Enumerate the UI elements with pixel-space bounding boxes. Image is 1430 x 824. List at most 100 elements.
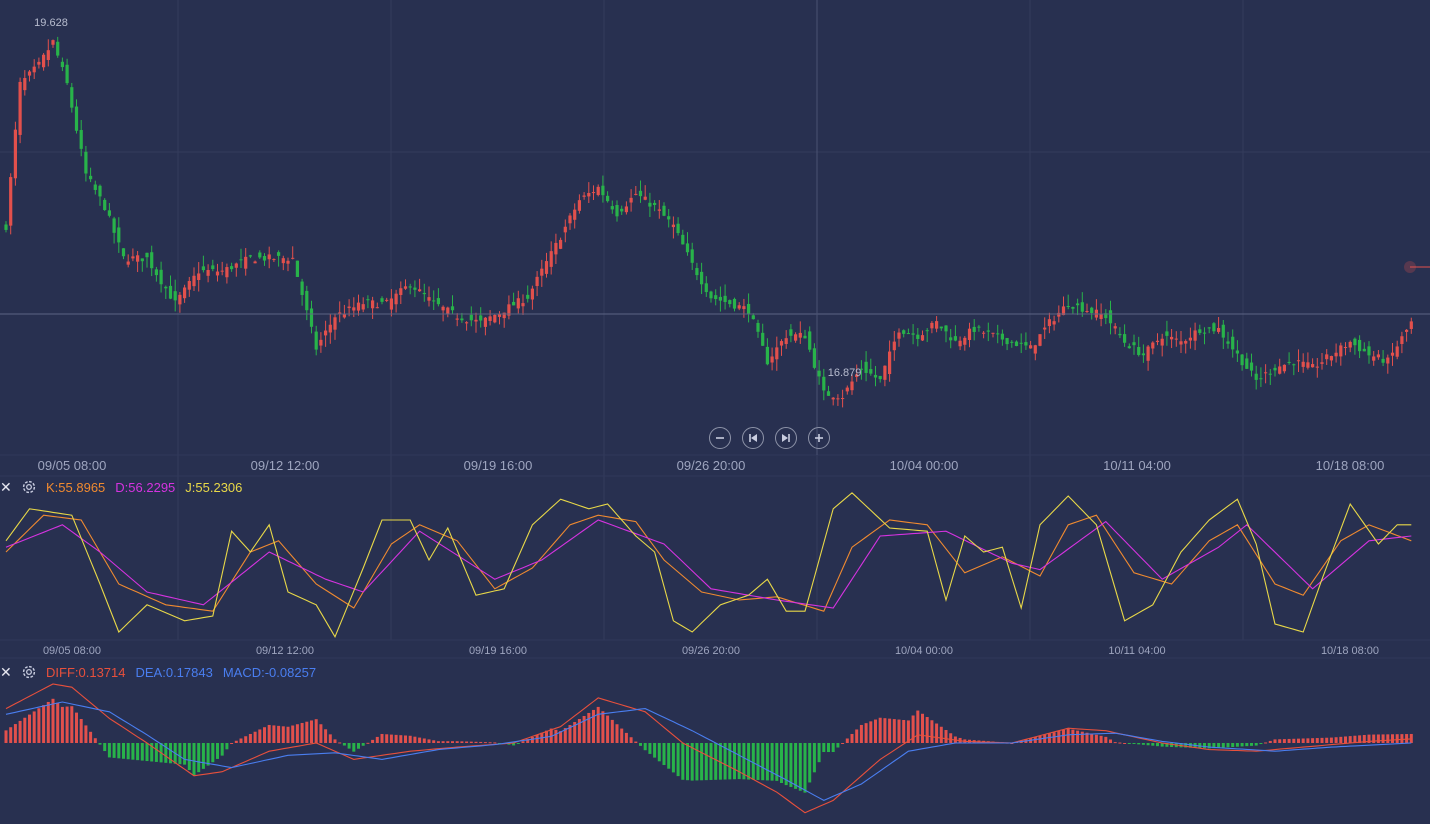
candle-body	[704, 283, 708, 293]
candle-body	[690, 249, 694, 263]
candle-body	[949, 337, 953, 341]
price-x-tick-label: 09/05 08:00	[38, 458, 107, 473]
macd-histogram-bar	[1240, 743, 1244, 747]
candle-body	[1061, 306, 1066, 316]
macd-histogram-bar	[639, 743, 642, 746]
macd-histogram-bar	[201, 743, 205, 769]
candle-body	[230, 266, 234, 270]
price-x-tick-label: 10/04 00:00	[890, 458, 959, 473]
candle-body	[808, 331, 812, 350]
candle-body	[554, 242, 558, 255]
macd-histogram-bar	[277, 725, 281, 743]
candle-body	[1118, 333, 1122, 336]
macd-histogram-bar	[230, 743, 234, 744]
zoom-out-button[interactable]	[709, 427, 731, 449]
candle-body	[84, 151, 88, 174]
candle-body	[1132, 342, 1136, 346]
macd-histogram-bar	[798, 743, 802, 791]
macd-histogram-bar	[51, 698, 55, 743]
candle-body	[1043, 327, 1047, 330]
macd-histogram-bar	[949, 733, 953, 743]
macd-histogram-bar	[347, 743, 351, 749]
candle-body	[1005, 337, 1009, 345]
macd-histogram-bar	[808, 743, 812, 783]
candle-body	[1358, 339, 1362, 352]
macd-histogram-bar	[1080, 731, 1084, 743]
skip-back-button[interactable]	[742, 427, 764, 449]
candle-body	[812, 348, 816, 368]
candle-body	[121, 248, 126, 257]
macd-histogram-bar	[1282, 739, 1286, 743]
skip-forward-button[interactable]	[775, 427, 797, 449]
macd-histogram-bar	[1325, 737, 1329, 743]
macd-histogram-bar	[216, 743, 219, 759]
candle-body	[1010, 341, 1014, 343]
macd-gear-icon[interactable]	[20, 663, 38, 681]
macd-histogram-bar	[1405, 734, 1409, 743]
candle-body	[126, 261, 130, 265]
macd-histogram-bar	[935, 723, 939, 743]
macd-histogram-bar	[1085, 732, 1089, 743]
candle-body	[74, 106, 79, 131]
kdj-x-tick-label: 10/11 04:00	[1108, 645, 1165, 657]
macd-histogram-bar	[911, 715, 915, 743]
macd-histogram-bar	[46, 701, 50, 743]
candle-body	[248, 255, 252, 257]
macd-histogram-bar	[1235, 743, 1239, 747]
candle-body	[1217, 327, 1221, 332]
macd-histogram-bar	[1259, 743, 1263, 745]
macd-histogram-bar	[366, 742, 370, 744]
candle-body	[1339, 345, 1343, 357]
macd-histogram-bar	[897, 719, 901, 743]
candle-body	[892, 341, 896, 351]
macd-histogram-bar	[780, 743, 783, 783]
kdj-gear-icon[interactable]	[20, 478, 38, 496]
candle-body	[1245, 358, 1249, 369]
candle-body	[361, 304, 365, 310]
macd-histogram-bar	[563, 728, 567, 743]
macd-histogram-bar	[375, 736, 379, 743]
candle-body	[507, 304, 511, 316]
macd-close-icon[interactable]: ✕	[0, 663, 12, 680]
candle-body	[338, 312, 342, 314]
candle-body	[399, 288, 403, 295]
candle-body	[953, 336, 957, 341]
candle-body	[1193, 330, 1197, 341]
candle-body	[1080, 302, 1084, 312]
macd-histogram-bar	[1071, 729, 1075, 743]
candle-body	[159, 269, 163, 285]
candle-body	[747, 303, 751, 314]
macd-histogram-bar	[1170, 743, 1174, 747]
candle-body	[1405, 329, 1409, 332]
kdj-lines	[5, 492, 1412, 639]
candle-body	[201, 266, 205, 271]
macd-histogram-bar	[530, 736, 534, 743]
zoom-in-button[interactable]	[808, 427, 830, 449]
macd-histogram-bar	[1400, 734, 1404, 743]
macd-histogram-bar	[93, 738, 97, 743]
macd-histogram-bar	[902, 719, 906, 743]
candle-body	[1212, 323, 1216, 332]
candle-body	[751, 315, 755, 320]
axis-labels: 19.628 16.879 09/05 08:00 09/12 12:00 09/19 …	[34, 17, 1384, 657]
candle-body	[568, 215, 572, 224]
candle-body	[1386, 357, 1390, 364]
candle-body	[803, 335, 807, 339]
candle-body	[1372, 356, 1376, 361]
macd-histogram-bar	[1156, 743, 1159, 747]
candle-body	[1231, 336, 1235, 350]
candle-body	[1376, 354, 1380, 358]
candle-body	[653, 202, 657, 206]
macd-histogram-bar	[620, 728, 624, 743]
candle-body	[1113, 326, 1117, 329]
macd-histogram-bar	[1090, 733, 1094, 743]
macd-histogram-bar	[939, 726, 943, 743]
candle-body	[742, 306, 746, 310]
macd-histogram-bar	[709, 743, 713, 780]
macd-histogram-bar	[1287, 738, 1291, 743]
macd-histogram-bar	[1353, 735, 1357, 743]
kdj-close-icon[interactable]: ✕	[0, 478, 12, 495]
macd-histogram-bar	[225, 743, 229, 750]
candle-body	[587, 192, 591, 197]
candle-body	[535, 276, 539, 287]
